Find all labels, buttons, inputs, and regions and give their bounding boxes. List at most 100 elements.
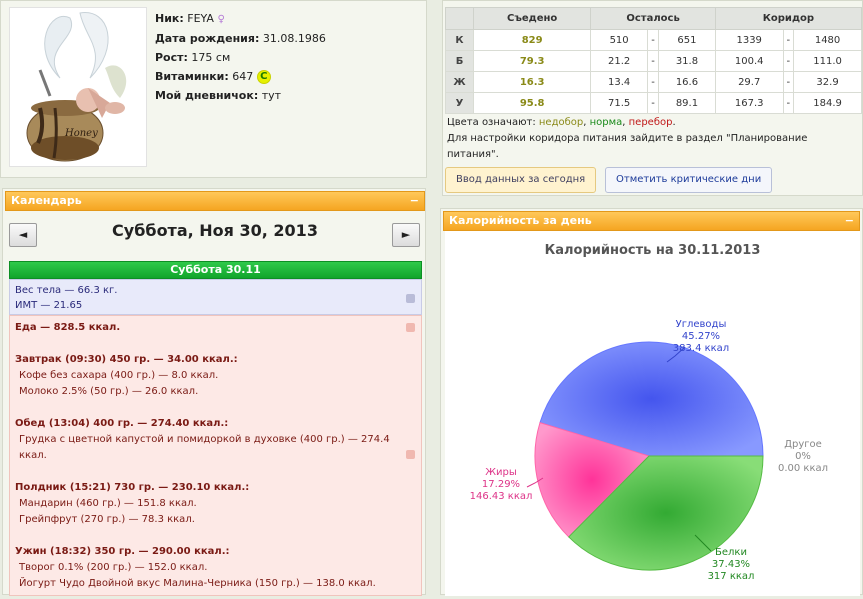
planning-note: Для настройки коридора питания зайдите в… xyxy=(447,133,808,160)
height-value: 175 см xyxy=(191,51,231,64)
meal-item: Мандарин (460 гр.) — 151.8 ккал. xyxy=(19,498,197,509)
critical-days-button[interactable]: Отметить критические дни xyxy=(605,167,773,193)
meal-item: Молоко 2.5% (50 гр.) — 26.0 ккал. xyxy=(19,386,199,397)
day-bar[interactable]: Суббота 30.11 xyxy=(9,261,422,279)
calorie-header-title: Калорийность за день xyxy=(449,214,592,227)
dash-cell: - xyxy=(782,71,795,93)
diary-row: Мой дневничок: тут xyxy=(155,86,326,105)
pie-label-0: Углеводы xyxy=(676,319,727,330)
nick-value[interactable]: FEYA xyxy=(187,12,214,25)
pie-label-1: Белки xyxy=(715,547,747,558)
row-label: Б xyxy=(445,50,474,72)
pie-label-0: 383.4 ккал xyxy=(673,343,729,354)
table-row: Ж 16.3 13.4 - 16.6 29.7 - 32.9 xyxy=(445,71,862,93)
dash-cell: - xyxy=(782,50,795,72)
legend-sep: , xyxy=(583,117,590,128)
nutrients-panel: Съедено Осталось Коридор К 829 510 - 651… xyxy=(442,0,863,196)
cor-from-cell: 167.3 xyxy=(714,92,784,114)
pie-label-0: 45.27% xyxy=(682,331,720,342)
snack-edit-icon[interactable] xyxy=(406,450,415,459)
col-eaten: Съедено xyxy=(472,7,592,30)
vitamins-row: Витаминки: 647 С xyxy=(155,67,326,86)
pie-leader-line xyxy=(694,534,712,552)
weight-box: Вес тела — 66.3 кг. ИМТ — 21.65 xyxy=(9,279,422,315)
profile-panel: Honey Ник: FEYA ♀ Дата рождения: 31.08.1… xyxy=(0,0,427,178)
calendar-panel: Календарь − ◄ Суббота, Ноя 30, 2013 ► Су… xyxy=(2,188,426,596)
avatar-caption: Honey xyxy=(64,128,98,139)
diary-link[interactable]: тут xyxy=(261,89,282,102)
col-left: Осталось xyxy=(590,7,716,30)
table-row: У 95.8 71.5 - 89.1 167.3 - 184.9 xyxy=(445,92,862,114)
col-corridor: Коридор xyxy=(714,7,863,30)
row-label: К xyxy=(445,29,474,51)
food-edit-icon[interactable] xyxy=(406,323,415,332)
date-title: Суббота, Ноя 30, 2013 xyxy=(112,221,318,240)
meal-item: Грейпфрут (270 гр.) — 78.3 ккал. xyxy=(19,514,195,525)
calendar-header[interactable]: Календарь − xyxy=(5,191,425,211)
food-total: Еда — 828.5 ккал. xyxy=(15,322,121,333)
pie-slice-0[interactable] xyxy=(539,341,764,457)
height-label: Рост: xyxy=(155,51,188,64)
calorie-header[interactable]: Калорийность за день − xyxy=(443,211,860,231)
eaten-cell: 829 xyxy=(472,29,592,51)
pie-label-3: 0.00 ккал xyxy=(778,463,828,474)
pie-slice-2[interactable] xyxy=(534,422,650,538)
table-header-row: Съедено Осталось Коридор xyxy=(445,7,863,30)
legend-colors-line: Цвета означают: недобор, норма, перебор. xyxy=(447,115,857,131)
enter-today-button[interactable]: Ввод данных за сегодня xyxy=(445,167,597,193)
calendar-minimize-icon[interactable]: − xyxy=(409,194,419,207)
cor-to-cell: 184.9 xyxy=(793,92,862,114)
pie-leader-line xyxy=(526,477,544,488)
meal-item: Йогурт Чудо Двойной вкус Малина-Черника … xyxy=(19,578,376,589)
eaten-cell: 16.3 xyxy=(472,71,592,93)
pie-label-3: Другое xyxy=(784,439,822,450)
legend-sep: , xyxy=(622,117,629,128)
weight-edit-icon[interactable] xyxy=(406,294,415,303)
cor-to-cell: 32.9 xyxy=(793,71,862,93)
chart-title: Калорийность на 30.11.2013 xyxy=(544,243,761,258)
dash-cell: - xyxy=(646,71,660,93)
corner-cell xyxy=(445,7,474,30)
meal-title: Завтрак (09:30) 450 гр. — 34.00 ккал.: xyxy=(15,354,238,365)
pie-label-3: 0% xyxy=(795,451,811,462)
diary-label: Мой дневничок: xyxy=(155,89,259,102)
pie-label-2: 146.43 ккал xyxy=(470,491,533,502)
pie-leader-line xyxy=(666,346,686,363)
calorie-minimize-icon[interactable]: − xyxy=(844,214,854,227)
chart-area: Калорийность на 30.11.2013 Углеводы 45.27… xyxy=(445,231,860,596)
vitamins-label: Витаминки: xyxy=(155,70,229,83)
meal-item: Грудка с цветной капустой и помидоркой в… xyxy=(19,434,390,461)
pie-label-1: 37.43% xyxy=(712,559,750,570)
calendar-header-title: Календарь xyxy=(11,194,82,207)
dob-label: Дата рождения: xyxy=(155,32,260,45)
weight-text: Вес тела — 66.3 кг. xyxy=(15,285,118,296)
eaten-cell: 79.3 xyxy=(472,50,592,72)
legend-norm: норма xyxy=(589,117,623,128)
dash-cell: - xyxy=(646,92,660,114)
pie-slice-1[interactable] xyxy=(568,455,764,571)
left-to-cell: 31.8 xyxy=(658,50,716,72)
table-row: Б 79.3 21.2 - 31.8 100.4 - 111.0 xyxy=(445,50,862,72)
dash-cell: - xyxy=(782,92,795,114)
height-row: Рост: 175 см xyxy=(155,48,326,67)
calorie-panel: Калорийность за день − Калорийность на 3… xyxy=(440,208,863,596)
bmi-text: ИМТ — 21.65 xyxy=(15,300,83,311)
prev-day-button[interactable]: ◄ xyxy=(9,223,37,247)
dob-row: Дата рождения: 31.08.1986 xyxy=(155,29,326,48)
fairy-honey-pot-image: Honey xyxy=(10,8,146,166)
color-legend: Цвета означают: недобор, норма, перебор.… xyxy=(447,115,857,163)
food-box: Еда — 828.5 ккал. Завтрак (09:30) 450 гр… xyxy=(9,315,422,596)
cor-to-cell: 111.0 xyxy=(793,50,862,72)
cor-from-cell: 29.7 xyxy=(714,71,784,93)
dob-value: 31.08.1986 xyxy=(262,32,326,45)
row-label: Ж xyxy=(445,71,474,93)
meal-item: Творог 0.1% (200 гр.) — 152.0 ккал. xyxy=(19,562,208,573)
next-day-button[interactable]: ► xyxy=(392,223,420,247)
cor-from-cell: 1339 xyxy=(714,29,784,51)
dash-cell: - xyxy=(646,50,660,72)
dash-cell: - xyxy=(782,29,795,51)
vitamin-badge-icon[interactable]: С xyxy=(256,70,271,84)
left-from-cell: 21.2 xyxy=(590,50,648,72)
avatar[interactable]: Honey xyxy=(9,7,147,167)
